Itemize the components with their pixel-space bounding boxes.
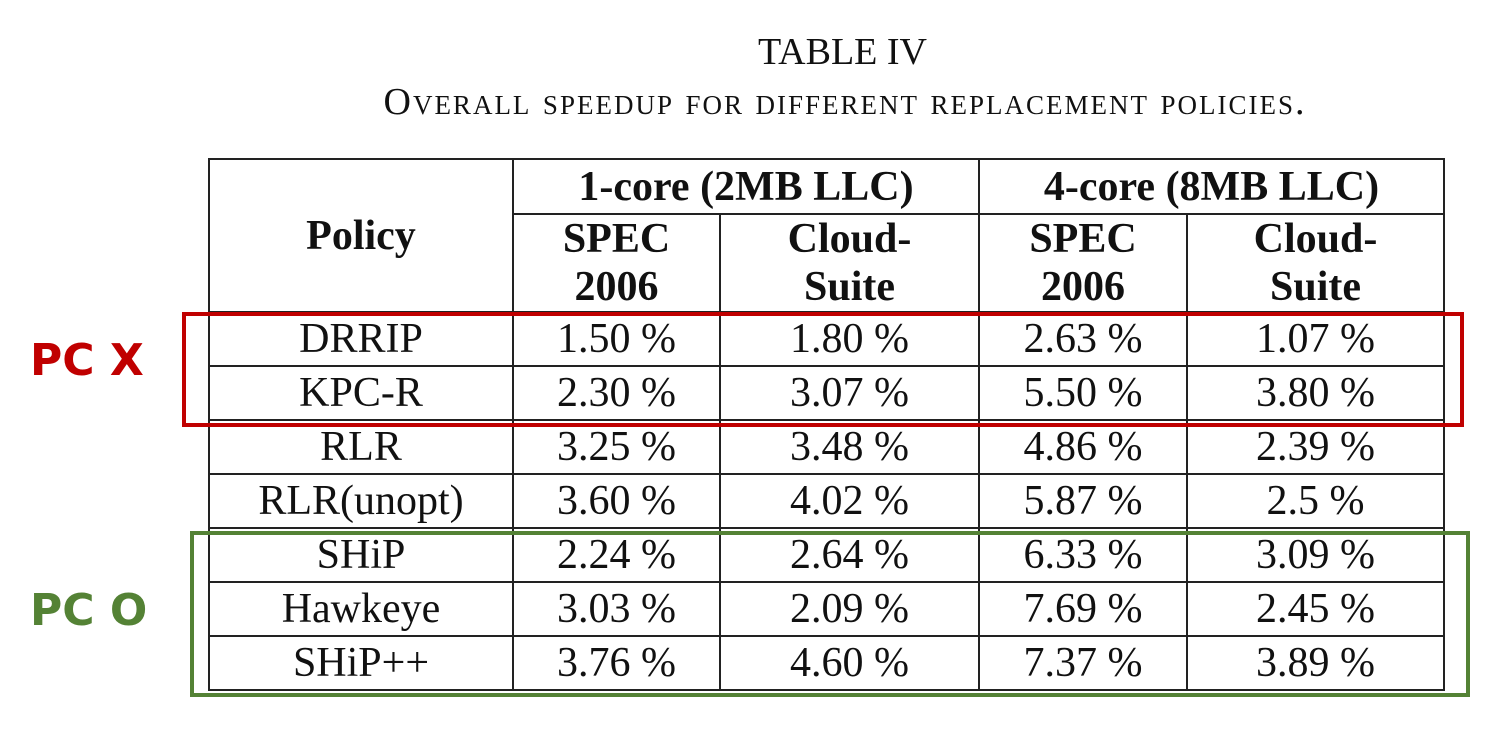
speedup-cell: 4.02 %	[719, 473, 980, 529]
table-row: DRRIP 1.50 % 1.80 % 2.63 % 1.07 %	[208, 311, 1445, 367]
sub-header-line: SPEC	[562, 216, 671, 262]
policy-cell: RLR(unopt)	[208, 473, 514, 529]
policy-header: Policy	[208, 158, 514, 313]
speedup-cell: 3.48 %	[719, 419, 980, 475]
sub-header: Cloud- Suite	[1186, 213, 1445, 313]
speedup-cell: 7.37 %	[978, 635, 1188, 691]
speedup-cell: 2.39 %	[1186, 419, 1445, 475]
speedup-cell: 5.50 %	[978, 365, 1188, 421]
sub-header-line: Cloud-	[1253, 216, 1378, 262]
table-row: KPC-R 2.30 % 3.07 % 5.50 % 3.80 %	[208, 365, 1445, 421]
table-row: RLR 3.25 % 3.48 % 4.86 % 2.39 %	[208, 419, 1445, 475]
policy-cell: RLR	[208, 419, 514, 475]
pc-o-label: PC O	[30, 585, 148, 636]
sub-header: Cloud- Suite	[719, 213, 980, 313]
speedup-table: Policy 1-core (2MB LLC) 4-core (8MB LLC)…	[208, 158, 1445, 691]
pc-o-highlight-box	[190, 531, 1470, 697]
sub-header-line: 2006	[574, 264, 659, 310]
speedup-cell: 1.50 %	[512, 311, 721, 367]
speedup-cell: 2.09 %	[719, 581, 980, 637]
pc-x-highlight-box	[182, 312, 1464, 427]
speedup-cell: 2.24 %	[512, 527, 721, 583]
sub-header-line: SPEC	[1029, 216, 1137, 262]
table-row: Hawkeye 3.03 % 2.09 % 7.69 % 2.45 %	[208, 581, 1445, 637]
policy-cell: KPC-R	[208, 365, 514, 421]
sub-header-line: Cloud-	[787, 216, 912, 262]
speedup-cell: 3.03 %	[512, 581, 721, 637]
speedup-cell: 2.63 %	[978, 311, 1188, 367]
table-title: TABLE IV	[758, 31, 927, 73]
table-row: SHiP++ 3.76 % 4.60 % 7.37 % 3.89 %	[208, 635, 1445, 691]
speedup-cell: 4.86 %	[978, 419, 1188, 475]
sub-header: SPEC 2006	[978, 213, 1188, 313]
speedup-cell: 3.89 %	[1186, 635, 1445, 691]
policy-cell: SHiP	[208, 527, 514, 583]
speedup-cell: 3.80 %	[1186, 365, 1445, 421]
sub-header-line: Suite	[1269, 264, 1361, 310]
sub-header-line: Suite	[803, 264, 895, 310]
group-header: 4-core (8MB LLC)	[978, 158, 1445, 215]
speedup-cell: 3.09 %	[1186, 527, 1445, 583]
speedup-cell: 1.80 %	[719, 311, 980, 367]
speedup-cell: 3.25 %	[512, 419, 721, 475]
speedup-cell: 1.07 %	[1186, 311, 1445, 367]
table-caption: Overall speedup for different replacemen…	[383, 81, 1307, 123]
speedup-cell: 3.76 %	[512, 635, 721, 691]
speedup-cell: 7.69 %	[978, 581, 1188, 637]
policy-cell: DRRIP	[208, 311, 514, 367]
speedup-cell: 2.5 %	[1186, 473, 1445, 529]
speedup-cell: 2.64 %	[719, 527, 980, 583]
policy-cell: Hawkeye	[208, 581, 514, 637]
group-header: 1-core (2MB LLC)	[512, 158, 980, 215]
speedup-cell: 3.60 %	[512, 473, 721, 529]
table-row: RLR(unopt) 3.60 % 4.02 % 5.87 % 2.5 %	[208, 473, 1445, 529]
speedup-cell: 3.07 %	[719, 365, 980, 421]
speedup-cell: 6.33 %	[978, 527, 1188, 583]
pc-x-label: PC X	[30, 335, 144, 386]
table-row: SHiP 2.24 % 2.64 % 6.33 % 3.09 %	[208, 527, 1445, 583]
speedup-cell: 2.30 %	[512, 365, 721, 421]
speedup-cell: 5.87 %	[978, 473, 1188, 529]
speedup-cell: 4.60 %	[719, 635, 980, 691]
sub-header-line: 2006	[1041, 264, 1125, 310]
speedup-cell: 2.45 %	[1186, 581, 1445, 637]
policy-cell: SHiP++	[208, 635, 514, 691]
sub-header: SPEC 2006	[512, 213, 721, 313]
